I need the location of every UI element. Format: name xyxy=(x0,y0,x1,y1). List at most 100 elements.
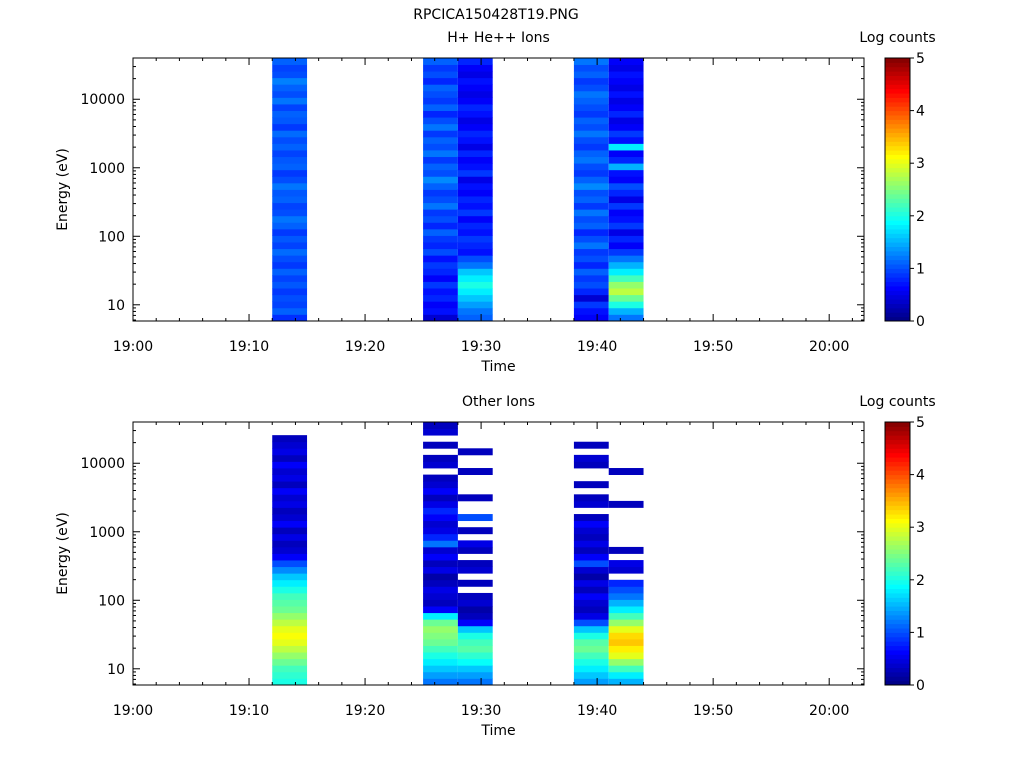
colorbar-segment xyxy=(885,619,910,625)
heatmap-cell xyxy=(608,130,644,138)
colorbar-segment xyxy=(885,562,910,568)
heatmap-cell xyxy=(573,579,609,587)
heatmap-cell xyxy=(423,301,458,309)
colorbar-segment xyxy=(885,632,910,638)
heatmap-cell xyxy=(272,441,308,449)
heatmap-cell xyxy=(608,652,644,660)
colorbar-frame xyxy=(884,57,911,322)
heatmap-cell xyxy=(573,553,609,561)
colorbar-segment xyxy=(885,641,910,647)
heatmap-cell xyxy=(608,301,644,309)
heatmap-cell xyxy=(272,150,308,158)
heatmap-cell xyxy=(608,176,644,184)
heatmap-cell xyxy=(608,281,644,289)
x-tick-label: 19:20 xyxy=(345,703,385,719)
heatmap-cell xyxy=(573,104,609,111)
x-tick-label: 20:00 xyxy=(809,339,849,355)
heatmap-cell xyxy=(272,658,308,666)
colorbar-segment xyxy=(885,492,910,498)
colorbar-segment xyxy=(885,220,910,226)
heatmap-cell xyxy=(423,150,458,158)
heatmap-cell xyxy=(608,619,644,627)
plot-frame xyxy=(132,421,865,686)
heatmap-cell xyxy=(608,294,644,302)
heatmap-cell xyxy=(423,71,458,79)
x-tick-label: 19:40 xyxy=(577,703,617,719)
heatmap-cell xyxy=(457,448,493,456)
heatmap-cell xyxy=(272,665,308,673)
colorbar-segment xyxy=(885,158,910,164)
colorbar-segment xyxy=(885,58,910,63)
heatmap-cell xyxy=(457,665,493,673)
heatmap-cell xyxy=(423,281,458,289)
heatmap-cell xyxy=(573,294,609,302)
heatmap-cell xyxy=(423,156,458,164)
heatmap-cell xyxy=(457,599,493,607)
heatmap-cell xyxy=(573,64,609,72)
heatmap-cell xyxy=(457,592,493,600)
colorbar-segment xyxy=(885,167,910,173)
heatmap-cell xyxy=(573,176,609,184)
colorbar-segment xyxy=(885,62,910,68)
heatmap-cell xyxy=(457,169,493,177)
heatmap-cell xyxy=(457,248,493,256)
heatmap-cell xyxy=(272,301,308,309)
colorbar-segment xyxy=(885,535,910,541)
heatmap-cell xyxy=(457,560,493,568)
heatmap-cell xyxy=(573,97,609,105)
heatmap-cell xyxy=(457,606,493,614)
colorbar-segment xyxy=(885,430,910,436)
heatmap-cell xyxy=(573,540,609,548)
heatmap-cell xyxy=(423,248,458,256)
heatmap-cell xyxy=(608,189,644,197)
colorbar-segment xyxy=(885,281,910,287)
heatmap-cell xyxy=(608,104,644,111)
heatmap-cell xyxy=(608,202,644,210)
y-tick-label: 10 xyxy=(107,662,125,678)
heatmap-cell xyxy=(272,110,308,118)
colorbar-segment xyxy=(885,571,910,576)
heatmap-cell xyxy=(573,242,609,250)
heatmap-cell xyxy=(457,625,493,633)
colorbar-segment xyxy=(885,237,910,243)
heatmap-cell xyxy=(423,288,458,296)
heatmap-cell xyxy=(608,274,644,282)
heatmap-cell xyxy=(272,579,308,587)
colorbar-tick-label: 1 xyxy=(916,625,925,641)
heatmap-cell xyxy=(457,209,493,217)
colorbar-segment xyxy=(885,242,910,247)
colorbar-segment xyxy=(885,500,910,506)
heatmap-cell xyxy=(423,97,458,105)
heatmap-cell xyxy=(608,665,644,673)
heatmap-cell xyxy=(457,222,493,230)
colorbar-tick-label: 0 xyxy=(916,314,925,330)
heatmap-cell xyxy=(573,645,609,653)
colorbar-segment xyxy=(885,465,910,471)
heatmap-cell xyxy=(272,652,308,660)
heatmap-cell xyxy=(573,612,609,620)
heatmap-cell xyxy=(423,268,458,276)
panel-title: H+ He++ Ions xyxy=(447,30,550,46)
heatmap-cell xyxy=(608,592,644,600)
colorbar-segment xyxy=(885,88,910,94)
heatmap-cell xyxy=(272,196,308,204)
heatmap-cell xyxy=(423,553,458,561)
heatmap-cell xyxy=(573,281,609,289)
heatmap-cell xyxy=(573,500,609,508)
heatmap-cell xyxy=(272,274,308,282)
heatmap-cell xyxy=(457,612,493,620)
heatmap-cell xyxy=(457,314,493,322)
heatmap-cell xyxy=(272,560,308,568)
colorbar-segment xyxy=(885,435,910,441)
heatmap-cell xyxy=(608,136,644,144)
colorbar-segment xyxy=(885,452,910,458)
x-axis-label: Time xyxy=(480,359,515,375)
heatmap-cell xyxy=(272,553,308,561)
colorbar-segment xyxy=(885,207,910,212)
heatmap-cell xyxy=(573,274,609,282)
panel-title: Other Ions xyxy=(462,394,535,410)
heatmap-cell xyxy=(272,202,308,210)
plot-frame xyxy=(132,57,865,322)
heatmap-cell xyxy=(573,248,609,256)
heatmap-cell xyxy=(573,202,609,210)
